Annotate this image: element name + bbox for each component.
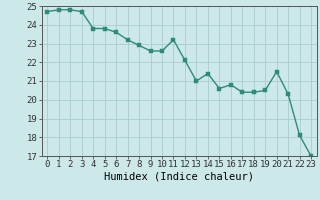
X-axis label: Humidex (Indice chaleur): Humidex (Indice chaleur)	[104, 172, 254, 182]
